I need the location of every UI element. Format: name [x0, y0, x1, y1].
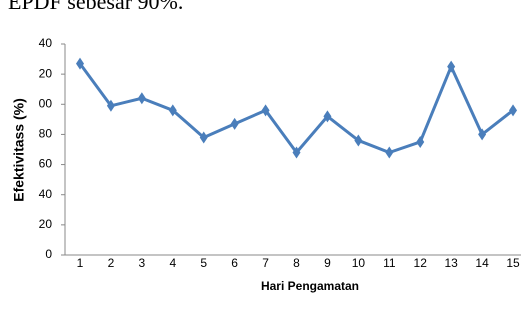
- y-tick-label: 60: [39, 157, 53, 171]
- data-marker: [416, 135, 425, 148]
- data-marker: [137, 92, 146, 105]
- x-tick-label: 13: [444, 256, 458, 270]
- y-tick-label: 40: [39, 36, 53, 50]
- x-tick-label: 7: [262, 256, 269, 270]
- y-tick-label: 00: [39, 96, 53, 110]
- data-marker: [168, 104, 177, 117]
- y-axis-label: Efektivitass (%): [11, 98, 27, 201]
- data-marker: [323, 110, 332, 123]
- x-tick-label: 8: [293, 256, 300, 270]
- x-tick-label: 3: [139, 256, 146, 270]
- x-axis-label: Hari Pengamatan: [261, 279, 359, 293]
- x-tick-label: 2: [108, 256, 115, 270]
- x-tick-label: 9: [324, 256, 331, 270]
- x-tick-label: 6: [231, 256, 238, 270]
- x-tick-label: 14: [475, 256, 489, 270]
- data-marker: [385, 146, 394, 159]
- y-tick-label: 20: [39, 217, 53, 231]
- data-marker: [230, 117, 239, 130]
- data-marker: [292, 146, 301, 159]
- y-tick-label: 40: [39, 187, 53, 201]
- caption: EPDF sebesar 90%.: [8, 0, 183, 14]
- data-marker: [76, 57, 84, 70]
- y-tick-label: 20: [39, 66, 53, 80]
- data-line: [78, 62, 514, 155]
- x-tick-label: 1: [77, 256, 84, 270]
- x-tick-label: 10: [352, 256, 366, 270]
- x-tick-label: 5: [200, 256, 207, 270]
- data-marker: [447, 60, 456, 73]
- x-tick-label: 4: [169, 256, 176, 270]
- data-marker: [509, 104, 518, 117]
- data-marker: [261, 104, 270, 117]
- y-tick-label: 0: [45, 247, 52, 261]
- data-marker: [354, 134, 363, 147]
- data-marker: [199, 131, 208, 144]
- data-marker: [478, 128, 487, 141]
- x-tick-label: 15: [506, 256, 520, 270]
- y-tick-label: 80: [39, 127, 53, 141]
- x-tick-label: 12: [414, 256, 428, 270]
- x-tick-label: 11: [383, 256, 396, 270]
- data-marker: [106, 99, 115, 112]
